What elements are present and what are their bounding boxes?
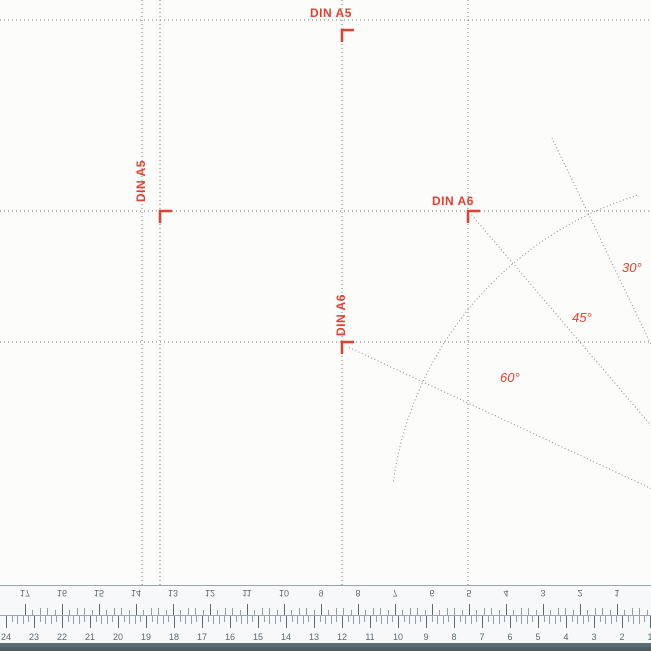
cutting-mat: DIN A5DIN A5DIN A6DIN A660°45°30° 171615… — [0, 0, 651, 651]
ruler-number: 8 — [355, 588, 360, 598]
ruler-top: 17161514131211109876543210 — [0, 585, 651, 616]
ruler-number: 17 — [197, 632, 207, 642]
ruler-number: 4 — [503, 588, 508, 598]
ruler-number: 17 — [20, 588, 30, 598]
ruler-number: 5 — [535, 632, 540, 642]
ruler-number: 10 — [279, 588, 289, 598]
ruler-number: 14 — [281, 632, 291, 642]
ruler-number: 2 — [619, 632, 624, 642]
ruler-number: 6 — [507, 632, 512, 642]
ruler-number: 9 — [318, 588, 323, 598]
ruler-number: 7 — [479, 632, 484, 642]
label-a6_left: DIN A6 — [334, 294, 348, 336]
ruler-number: 12 — [205, 588, 215, 598]
label-a5_top: DIN A5 — [310, 6, 352, 20]
grid-layer — [0, 0, 651, 651]
ruler-number: 4 — [563, 632, 568, 642]
ruler-number: 2 — [577, 588, 582, 598]
label-a5_left: DIN A5 — [134, 160, 148, 202]
angle-label-60: 60° — [500, 370, 520, 385]
ruler-number: 13 — [309, 632, 319, 642]
ruler-number: 6 — [429, 588, 434, 598]
ruler-number: 24 — [1, 632, 11, 642]
ruler-number: 18 — [169, 632, 179, 642]
angle-label-30: 30° — [622, 260, 642, 275]
mat-edge — [0, 643, 651, 651]
ruler-number: 21 — [85, 632, 95, 642]
ruler-number: 3 — [540, 588, 545, 598]
ruler-number: 15 — [253, 632, 263, 642]
ruler-number: 20 — [113, 632, 123, 642]
ruler-number: 1 — [647, 632, 651, 642]
ruler-number: 12 — [337, 632, 347, 642]
ruler-number: 19 — [141, 632, 151, 642]
ruler-bottom: 242322212019181716151413121110987654321 — [0, 615, 651, 644]
ruler-number: 7 — [392, 588, 397, 598]
ruler-number: 5 — [466, 588, 471, 598]
ruler-number: 3 — [591, 632, 596, 642]
ruler-number: 8 — [451, 632, 456, 642]
ruler-number: 11 — [365, 632, 374, 642]
ruler-number: 9 — [423, 632, 428, 642]
label-a6_top: DIN A6 — [432, 194, 474, 208]
ruler-number: 11 — [242, 588, 251, 598]
ruler-number: 22 — [57, 632, 67, 642]
ruler-number: 16 — [225, 632, 235, 642]
ruler-number: 14 — [131, 588, 141, 598]
ruler-number: 16 — [57, 588, 67, 598]
angle-label-45: 45° — [572, 310, 592, 325]
ruler-number: 1 — [614, 588, 619, 598]
ruler-number: 10 — [393, 632, 403, 642]
ruler-number: 15 — [94, 588, 104, 598]
ruler-number: 13 — [168, 588, 178, 598]
ruler-number: 23 — [29, 632, 39, 642]
